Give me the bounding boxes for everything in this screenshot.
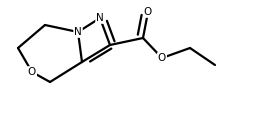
Text: N: N bbox=[74, 27, 82, 37]
Text: O: O bbox=[28, 67, 36, 77]
Text: N: N bbox=[96, 13, 104, 23]
Text: O: O bbox=[144, 7, 152, 17]
Text: O: O bbox=[158, 53, 166, 63]
